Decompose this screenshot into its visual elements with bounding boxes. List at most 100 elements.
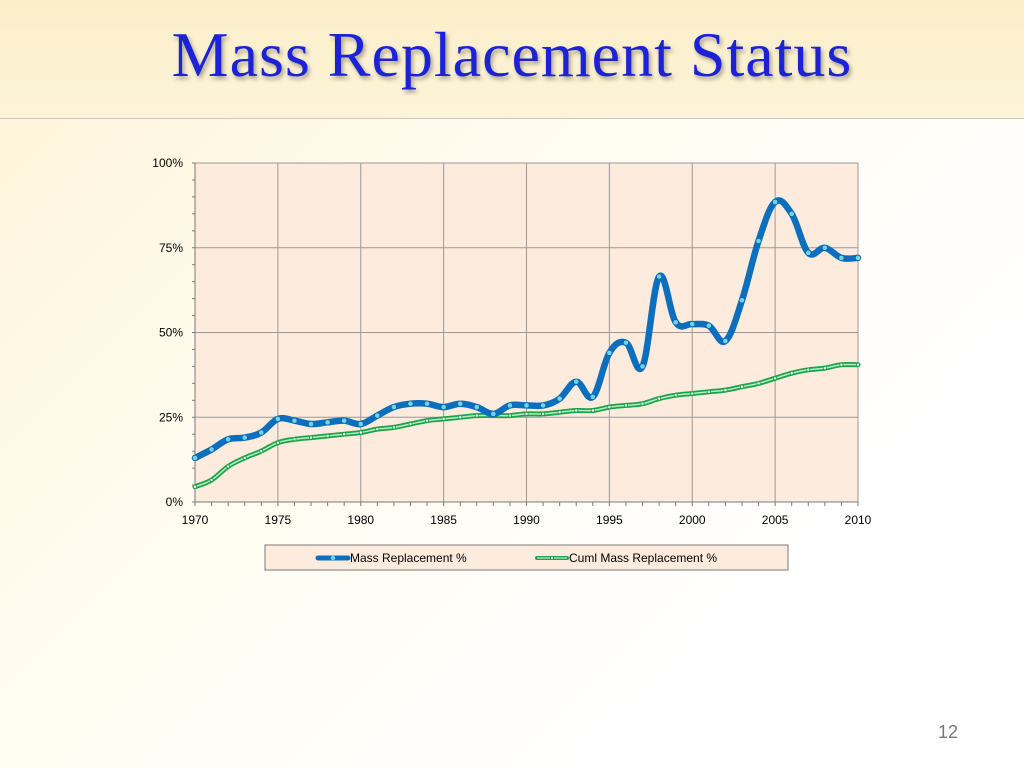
legend-box [264, 544, 789, 571]
data-point-cuml-mass-replacement [226, 464, 231, 469]
data-point-mass-replacement [374, 412, 381, 419]
data-point-cuml-mass-replacement [342, 432, 347, 437]
data-point-cuml-mass-replacement [607, 405, 612, 410]
data-point-cuml-mass-replacement [657, 396, 662, 401]
data-point-mass-replacement [291, 417, 298, 424]
data-point-mass-replacement [241, 434, 248, 441]
x-tick-label: 2005 [762, 513, 789, 527]
data-point-cuml-mass-replacement [292, 437, 297, 442]
legend-marker-mass-replacement [330, 555, 336, 561]
x-tick-label: 1990 [513, 513, 540, 527]
data-point-cuml-mass-replacement [789, 371, 794, 376]
x-tick-label: 1970 [182, 513, 209, 527]
data-point-mass-replacement [424, 400, 430, 407]
data-point-cuml-mass-replacement [623, 403, 628, 408]
data-point-mass-replacement [705, 322, 712, 329]
y-tick-label: 25% [159, 410, 183, 424]
data-point-mass-replacement [689, 321, 696, 327]
data-point-mass-replacement [805, 249, 812, 256]
data-point-cuml-mass-replacement [474, 413, 479, 418]
data-point-mass-replacement [855, 255, 861, 261]
data-point-cuml-mass-replacement [574, 408, 579, 413]
x-tick-label: 1985 [430, 513, 457, 527]
data-point-cuml-mass-replacement [507, 413, 512, 418]
data-point-mass-replacement [606, 349, 613, 356]
data-point-mass-replacement [540, 402, 546, 409]
data-point-cuml-mass-replacement [391, 425, 396, 430]
data-point-cuml-mass-replacement [590, 408, 595, 413]
data-point-mass-replacement [225, 436, 231, 443]
data-point-mass-replacement [523, 402, 530, 409]
data-point-cuml-mass-replacement [756, 381, 761, 386]
data-point-cuml-mass-replacement [192, 484, 197, 489]
data-point-mass-replacement [440, 404, 447, 410]
legend-label-mass-replacement: Mass Replacement % [350, 551, 467, 565]
data-point-mass-replacement [391, 404, 397, 410]
data-point-cuml-mass-replacement [673, 393, 678, 398]
data-point-cuml-mass-replacement [773, 376, 778, 381]
y-tick-label: 100% [152, 156, 183, 170]
data-point-mass-replacement [639, 363, 646, 370]
data-point-mass-replacement [589, 394, 596, 400]
data-point-mass-replacement [308, 421, 314, 427]
data-point-mass-replacement [755, 238, 762, 244]
data-point-mass-replacement [507, 402, 513, 409]
data-point-mass-replacement [324, 419, 331, 426]
data-point-cuml-mass-replacement [408, 422, 413, 427]
data-point-mass-replacement [623, 339, 629, 346]
x-tick-label: 1995 [596, 513, 623, 527]
data-point-cuml-mass-replacement [706, 389, 711, 394]
data-point-cuml-mass-replacement [242, 455, 247, 460]
data-point-cuml-mass-replacement [806, 367, 811, 372]
data-point-cuml-mass-replacement [524, 411, 529, 416]
data-point-cuml-mass-replacement [839, 362, 844, 367]
data-point-cuml-mass-replacement [259, 449, 264, 454]
title-band [0, 0, 1024, 119]
data-point-mass-replacement [490, 411, 497, 417]
data-point-cuml-mass-replacement [822, 366, 827, 371]
data-point-mass-replacement [672, 319, 679, 326]
x-tick-label: 1975 [265, 513, 292, 527]
x-tick-label: 2010 [845, 513, 872, 527]
data-point-mass-replacement [275, 416, 281, 422]
data-point-cuml-mass-replacement [425, 418, 430, 423]
y-tick-label: 75% [159, 241, 183, 255]
data-point-cuml-mass-replacement [739, 384, 744, 389]
legend-marker-cuml-mass-replacement [550, 556, 555, 561]
data-point-cuml-mass-replacement [723, 388, 728, 393]
data-point-cuml-mass-replacement [541, 411, 546, 416]
data-point-cuml-mass-replacement [209, 477, 214, 482]
legend-label-cuml-mass-replacement: Cuml Mass Replacement % [569, 551, 717, 565]
data-point-cuml-mass-replacement [856, 362, 861, 367]
data-point-cuml-mass-replacement [557, 410, 562, 415]
data-point-mass-replacement [258, 429, 265, 436]
data-point-mass-replacement [208, 446, 215, 453]
data-point-mass-replacement [573, 378, 580, 385]
data-point-cuml-mass-replacement [309, 435, 314, 440]
data-point-cuml-mass-replacement [458, 415, 463, 420]
data-point-mass-replacement [556, 395, 563, 402]
data-point-mass-replacement [341, 417, 348, 424]
data-point-cuml-mass-replacement [441, 416, 446, 421]
data-point-mass-replacement [722, 338, 729, 344]
data-point-cuml-mass-replacement [275, 440, 280, 445]
data-point-mass-replacement [407, 400, 414, 407]
data-point-mass-replacement [192, 455, 198, 461]
data-point-mass-replacement [357, 421, 364, 427]
y-tick-label: 0% [166, 495, 184, 509]
data-point-mass-replacement [473, 404, 480, 410]
data-point-mass-replacement [822, 244, 828, 251]
data-point-cuml-mass-replacement [358, 430, 363, 435]
data-point-mass-replacement [772, 199, 778, 205]
x-tick-label: 1980 [347, 513, 374, 527]
y-tick-label: 50% [159, 326, 183, 340]
data-point-mass-replacement [457, 400, 464, 407]
data-point-mass-replacement [788, 211, 795, 217]
data-point-mass-replacement [656, 273, 662, 280]
data-point-cuml-mass-replacement [375, 427, 380, 432]
data-point-mass-replacement [739, 297, 745, 304]
data-point-cuml-mass-replacement [640, 401, 645, 406]
x-tick-label: 2000 [679, 513, 706, 527]
data-point-cuml-mass-replacement [690, 391, 695, 396]
